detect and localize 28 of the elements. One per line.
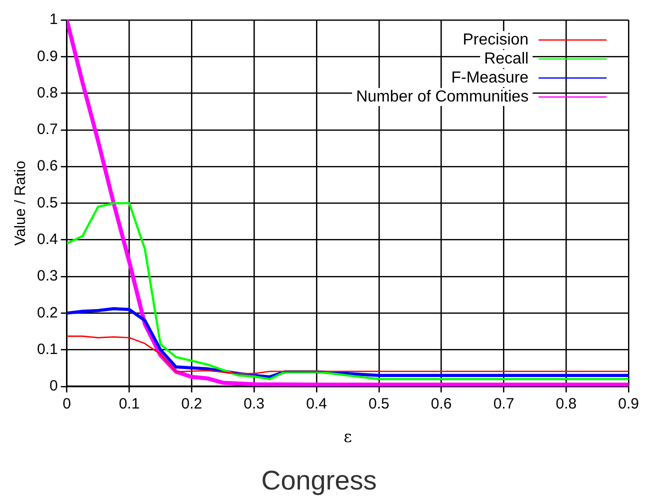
x-tick-label: 0.8 <box>556 396 577 413</box>
y-tick-label: 0.8 <box>36 84 58 102</box>
y-tick-label: 0.3 <box>36 268 58 285</box>
x-tick-label: 0 <box>62 396 72 413</box>
y-tick-label: 0.5 <box>36 194 58 212</box>
y-tick-label: 0.6 <box>36 158 58 175</box>
legend-label: Recall <box>484 50 529 68</box>
x-axis-title: ε <box>344 427 352 446</box>
y-tick-label: 0 <box>50 378 58 395</box>
y-tick-label: 0.4 <box>36 230 58 248</box>
x-tick-label: 0.3 <box>244 396 265 413</box>
x-tick-label: 0.6 <box>430 396 452 413</box>
y-axis-title: Value / Ratio <box>12 160 30 246</box>
legend-label: F-Measure <box>451 69 529 86</box>
legend-label: Precision <box>462 31 529 48</box>
x-tick-label: 0.4 <box>306 396 327 413</box>
x-tick-label: 0.7 <box>493 396 514 413</box>
text: Congress <box>261 465 377 496</box>
legend-label: Number of Communities <box>356 88 529 106</box>
y-tick-label: 0.9 <box>36 48 58 65</box>
x-tick-label: 0.5 <box>368 396 390 413</box>
x-tick-label: 0.2 <box>181 396 202 413</box>
y-tick-label: 0.1 <box>36 340 58 358</box>
x-tick-label: 0.9 <box>618 396 640 413</box>
y-tick-label: 0.7 <box>36 121 58 138</box>
y-tick-label: 1 <box>50 11 58 28</box>
y-tick-label: 0.2 <box>36 304 58 322</box>
x-tick-label: 0.1 <box>118 396 140 413</box>
